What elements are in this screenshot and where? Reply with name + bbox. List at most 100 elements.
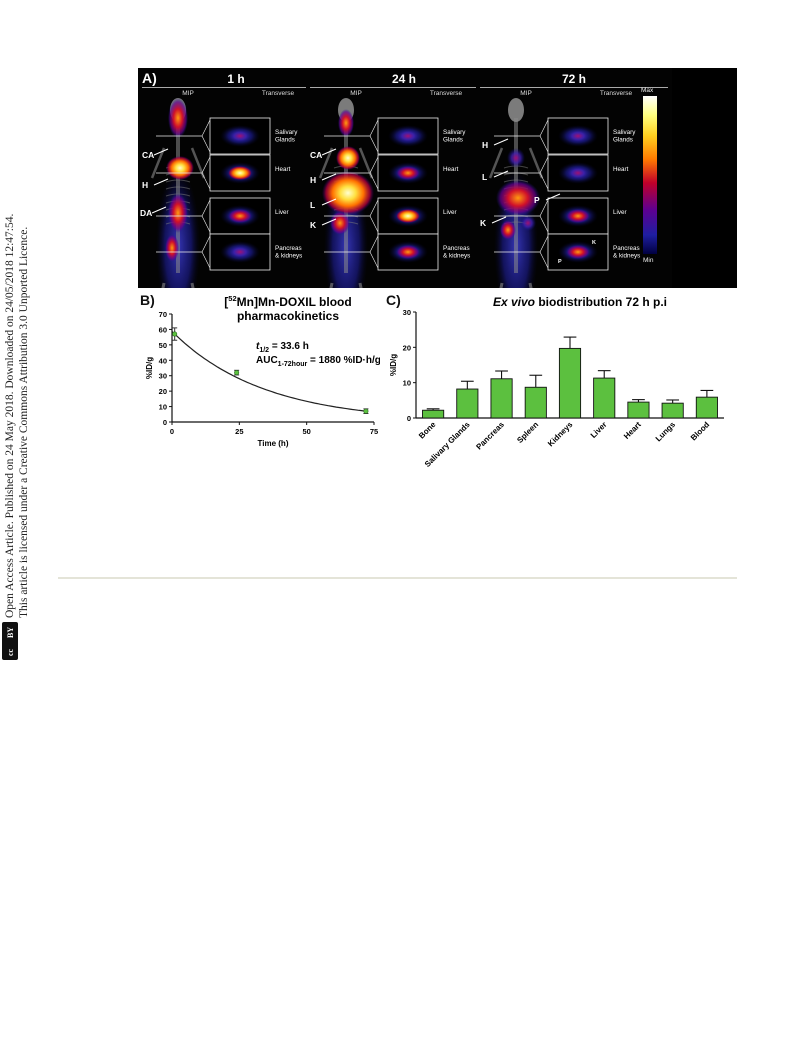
subpanel-1h: 1 h MIP Transverse Salivary Glands Heart Li… bbox=[138, 68, 336, 288]
side-note: cc BY Open Access Article. Published on … bbox=[2, 190, 42, 660]
y-tick-label: 60 bbox=[159, 325, 167, 334]
uptake-hotspot bbox=[507, 148, 525, 168]
category-label: Kidneys bbox=[546, 420, 575, 449]
bar-spleen bbox=[524, 386, 547, 419]
chart-title-line2: pharmacokinetics bbox=[237, 309, 339, 323]
uptake-hotspot bbox=[500, 220, 516, 240]
anatomy-marker: H bbox=[142, 180, 148, 190]
side-note-line-2: This article is licensed under a Creativ… bbox=[18, 226, 30, 618]
anatomy-marker: L bbox=[482, 172, 487, 182]
anatomy-marker: CA bbox=[310, 150, 322, 160]
category-label: Pancreas bbox=[474, 420, 506, 452]
organ-label: Salivary Glands bbox=[443, 129, 466, 144]
y-tick-label: 40 bbox=[159, 356, 167, 365]
organ-label: Heart bbox=[275, 166, 291, 173]
y-tick-label: 20 bbox=[159, 387, 167, 396]
x-tick-label: 75 bbox=[370, 427, 378, 436]
transverse-slice bbox=[547, 117, 609, 155]
y-tick-label: 10 bbox=[159, 403, 167, 412]
y-tick-label: 50 bbox=[159, 341, 167, 350]
colorbar-min-label: Min bbox=[643, 257, 654, 264]
colorbar-max-label: Max bbox=[641, 87, 654, 94]
y-tick-label: 30 bbox=[159, 372, 167, 381]
uptake-hotspot bbox=[166, 156, 194, 180]
uptake-hotspot bbox=[168, 98, 188, 138]
panel-c-label: C) bbox=[386, 292, 401, 308]
x-tick-label: 0 bbox=[170, 427, 174, 436]
auc-annotation: AUC1-72hour = 1880 %ID·h/g bbox=[256, 355, 380, 368]
uptake-hotspot bbox=[322, 171, 374, 215]
uptake-hotspot bbox=[496, 180, 540, 216]
inset-marker: P bbox=[558, 259, 562, 265]
mouse-body bbox=[150, 98, 206, 288]
panel-b-label: B) bbox=[140, 292, 155, 308]
organ-label: Pancreas & kidneys bbox=[443, 245, 470, 260]
organ-label: Salivary Glands bbox=[275, 129, 298, 144]
mip-header: MIP bbox=[520, 90, 532, 97]
chart-c-biodistribution: Ex vivo biodistribution 72 h p.i 0 10 20 30%… bbox=[389, 295, 724, 469]
anatomy-marker: L bbox=[310, 200, 315, 210]
mip-header: MIP bbox=[350, 90, 362, 97]
bar-bone bbox=[422, 409, 445, 419]
anatomy-marker: K bbox=[480, 218, 487, 228]
uptake-hotspot bbox=[336, 146, 360, 170]
category-label: Heart bbox=[622, 420, 643, 441]
category-label: Blood bbox=[689, 420, 711, 442]
panel-a-label: A) bbox=[142, 70, 157, 86]
subpanel-time: 72 h bbox=[561, 72, 586, 86]
organ-label: Pancreas & kidneys bbox=[275, 245, 302, 260]
bar-salivary-glands bbox=[456, 388, 479, 419]
organ-label: Liver bbox=[613, 209, 627, 216]
mouse-scan-72h: Salivary Glands Heart Liver Pancreas & kidney… bbox=[480, 98, 640, 288]
mouse-body bbox=[318, 98, 374, 288]
y-tick-label: 30 bbox=[403, 308, 411, 317]
uptake-hotspot bbox=[168, 193, 188, 233]
data-point bbox=[172, 331, 178, 337]
y-axis-label: %ID/g bbox=[389, 354, 398, 376]
data-point bbox=[363, 408, 369, 414]
subpanel-time: 24 h bbox=[391, 72, 416, 86]
data-point bbox=[234, 370, 240, 376]
anatomy-marker: H bbox=[482, 140, 488, 150]
y-tick-label: 70 bbox=[159, 310, 167, 319]
organ-label: Heart bbox=[613, 166, 629, 173]
category-label: Lungs bbox=[654, 420, 678, 444]
organ-label: Liver bbox=[275, 209, 289, 216]
transverse-header: Transverse bbox=[599, 90, 633, 97]
bar-pancreas bbox=[490, 378, 513, 419]
anatomy-marker: K bbox=[310, 220, 317, 230]
transverse-slice bbox=[209, 233, 271, 271]
cc-by-badge-icon: cc BY bbox=[2, 622, 18, 660]
x-tick-label: 50 bbox=[302, 427, 310, 436]
anatomy-marker: DA bbox=[140, 208, 152, 218]
mouse-scan-1h: Salivary Glands Heart Liver Pancreas & kidney… bbox=[140, 98, 302, 288]
subpanel-time: 1 h bbox=[227, 72, 245, 86]
side-note-line-1: Open Access Article. Published on 24 May… bbox=[4, 213, 16, 618]
y-tick-label: 20 bbox=[403, 343, 411, 352]
transverse-slice bbox=[547, 154, 609, 192]
transverse-slice bbox=[209, 197, 271, 235]
y-tick-label: 0 bbox=[407, 414, 411, 423]
organ-label: Salivary Glands bbox=[613, 129, 636, 144]
inset-marker: K bbox=[592, 240, 596, 246]
colorbar bbox=[643, 96, 657, 254]
chart-title: [52Mn]Mn-DOXIL blood bbox=[224, 294, 351, 309]
category-label: Bone bbox=[417, 420, 438, 441]
x-tick-label: 25 bbox=[235, 427, 243, 436]
transverse-header: Transverse bbox=[261, 90, 295, 97]
bar-liver bbox=[593, 377, 616, 419]
mouse-scan-24h: Salivary Glands Heart Liver Pancreas & kidney… bbox=[310, 98, 470, 288]
uptake-hotspot bbox=[338, 109, 354, 137]
bar-kidneys bbox=[558, 347, 582, 419]
subpanel-72h: 72 h MIP Transverse Salivary Glands Heart L… bbox=[476, 68, 672, 288]
transverse-slice bbox=[377, 154, 439, 192]
transverse-slice bbox=[377, 233, 439, 271]
subpanel-24h: 24 h MIP Transverse Salivary Glands Heart L… bbox=[306, 68, 504, 288]
bar-lungs bbox=[661, 402, 684, 419]
uptake-hotspot bbox=[520, 215, 536, 231]
chart-title: Ex vivo biodistribution 72 h p.i bbox=[493, 295, 667, 309]
transverse-slice bbox=[377, 197, 439, 235]
category-label: Liver bbox=[589, 420, 609, 440]
panel-a-images: 1 h MIP Transverse Salivary Glands Heart Li… bbox=[138, 68, 737, 288]
